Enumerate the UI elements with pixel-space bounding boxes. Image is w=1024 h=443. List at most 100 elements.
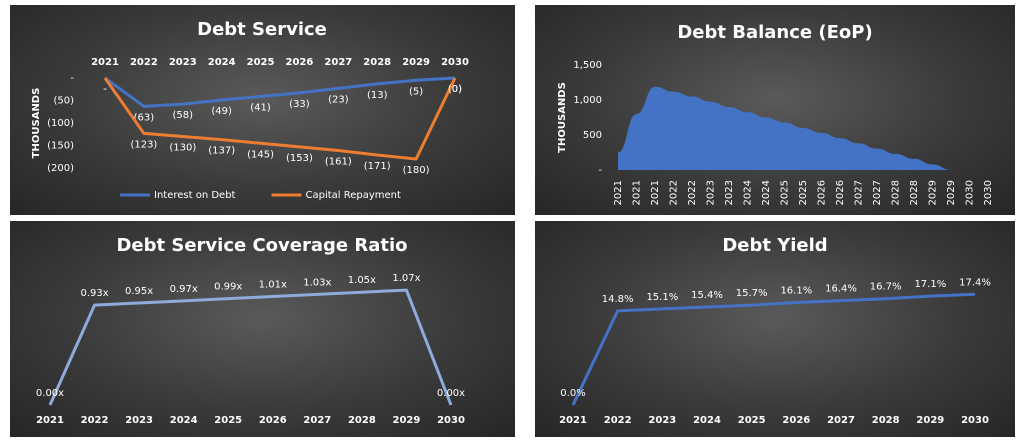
x-tick-label: 2022	[604, 415, 632, 426]
data-label: 1.05x	[348, 275, 376, 286]
chart-title: Debt Service	[197, 19, 327, 40]
panel	[535, 221, 1015, 437]
x-tick-label: 2024	[693, 415, 721, 426]
x-tick-label: 2024	[743, 180, 754, 205]
panel	[535, 5, 1015, 215]
x-tick-label: 2030	[961, 415, 989, 426]
data-label: 0.00x	[36, 388, 64, 399]
panel	[10, 221, 515, 437]
chart-title: Debt Balance (EoP)	[677, 22, 872, 43]
x-tick-label: 2029	[916, 415, 944, 426]
x-tick-label: 2030	[983, 180, 994, 205]
chart-title: Debt Yield	[722, 235, 827, 256]
line-series	[48, 288, 453, 406]
line-series	[571, 292, 976, 406]
x-tick-label: 2030	[437, 415, 465, 426]
data-label: 17.4%	[959, 277, 991, 288]
x-tick-label: 2029	[946, 180, 957, 205]
x-tick-label: 2022	[669, 180, 680, 205]
data-label: -	[103, 84, 107, 95]
x-tick-label: 2024	[761, 180, 772, 205]
x-tick-label: 2025	[738, 415, 766, 426]
y-tick-label: 1,500	[573, 60, 602, 71]
chart-title: Debt Service Coverage Ratio	[116, 235, 407, 256]
x-tick-label: 2027	[324, 57, 352, 68]
data-label: -	[103, 84, 107, 95]
data-label: (33)	[289, 99, 310, 110]
x-tick-label: 2030	[441, 57, 469, 68]
line-series	[104, 76, 456, 108]
data-label: 16.4%	[825, 284, 857, 295]
y-tick-label: (150)	[47, 141, 74, 152]
x-tick-label: 2028	[363, 57, 391, 68]
panel	[10, 5, 515, 215]
data-label: 0.99x	[214, 282, 242, 293]
x-tick-label: 2029	[402, 57, 430, 68]
data-label: 1.07x	[392, 273, 420, 284]
x-tick-label: 2021	[91, 57, 119, 68]
x-tick-label: 2026	[259, 415, 287, 426]
data-label: (130)	[169, 143, 196, 154]
x-tick-label: 2024	[208, 57, 236, 68]
data-label: (5)	[409, 86, 423, 97]
legend-label: Capital Repayment	[305, 190, 401, 201]
x-tick-label: 2028	[348, 415, 376, 426]
x-tick-label: 2021	[650, 180, 661, 205]
x-tick-label: 2026	[286, 57, 314, 68]
data-label: (145)	[247, 149, 274, 160]
y-tick-label: (100)	[47, 118, 74, 129]
data-label: (123)	[130, 139, 157, 150]
y-axis-label: THOUSANDS	[31, 88, 42, 159]
x-tick-label: 2029	[393, 415, 421, 426]
x-tick-label: 2026	[782, 415, 810, 426]
x-tick-label: 2027	[303, 415, 331, 426]
x-tick-label: 2023	[706, 180, 717, 205]
x-tick-label: 2027	[872, 180, 883, 205]
x-tick-label: 2025	[247, 57, 275, 68]
x-tick-label: 2022	[687, 180, 698, 205]
data-label: 16.1%	[780, 286, 812, 297]
legend-label: Interest on Debt	[154, 190, 236, 201]
x-tick-label: 2028	[872, 415, 900, 426]
data-label: 0.97x	[170, 284, 198, 295]
data-label: (171)	[364, 161, 391, 172]
x-tick-label: 2023	[648, 415, 676, 426]
x-tick-label: 2029	[928, 180, 939, 205]
data-label: 15.4%	[691, 290, 723, 301]
x-tick-label: 2022	[130, 57, 158, 68]
y-tick-label: 500	[583, 130, 602, 141]
data-label: (49)	[211, 106, 232, 117]
line-series	[103, 77, 457, 161]
data-label: 17.1%	[914, 279, 946, 290]
data-label: (180)	[403, 165, 430, 176]
x-tick-label: 2028	[891, 180, 902, 205]
y-tick-label: (200)	[47, 163, 74, 174]
data-label: (153)	[286, 153, 313, 164]
x-tick-label: 2030	[965, 180, 976, 205]
x-tick-label: 2022	[81, 415, 109, 426]
data-label: (41)	[250, 102, 271, 113]
x-tick-label: 2025	[214, 415, 242, 426]
x-tick-label: 2028	[909, 180, 920, 205]
x-tick-label: 2024	[170, 415, 198, 426]
x-tick-label: 2026	[835, 180, 846, 205]
data-label: (161)	[325, 156, 352, 167]
x-tick-label: 2023	[169, 57, 197, 68]
x-tick-label: 2021	[613, 180, 624, 205]
y-tick-label: -	[70, 73, 74, 84]
data-label: (0)	[448, 84, 462, 95]
data-label: (63)	[134, 112, 155, 123]
x-tick-label: 2027	[854, 180, 865, 205]
data-label: (0)	[448, 84, 462, 95]
x-tick-label: 2027	[827, 415, 855, 426]
x-tick-label: 2021	[632, 180, 643, 205]
data-label: 16.7%	[870, 282, 902, 293]
data-label: 0.95x	[125, 286, 153, 297]
x-tick-label: 2025	[798, 180, 809, 205]
y-axis-label: THOUSANDS	[557, 82, 568, 153]
data-label: 1.01x	[259, 280, 287, 291]
x-tick-label: 2021	[559, 415, 587, 426]
data-label: 14.8%	[602, 294, 634, 305]
